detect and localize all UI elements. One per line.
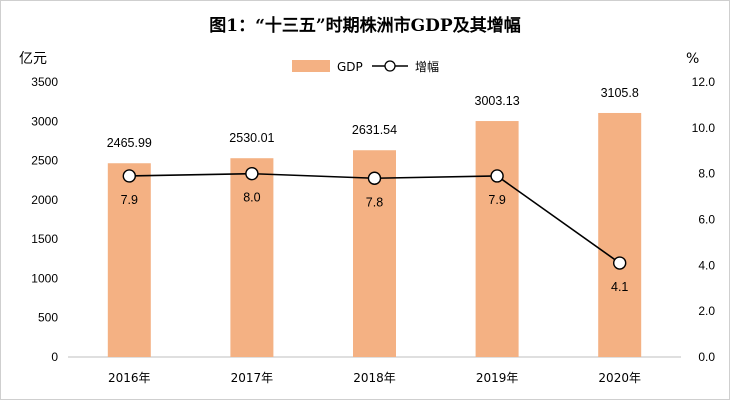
left-tick-label: 2500	[31, 154, 58, 168]
right-tick-label: 12.0	[692, 75, 716, 89]
line-labels: 7.9 8.0 7.8 7.9 4.1	[121, 191, 629, 294]
growth-value-label: 7.9	[488, 193, 505, 207]
growth-value-label: 8.0	[243, 191, 260, 205]
left-tick-label: 0	[51, 350, 58, 364]
x-tick-label: 2017年	[231, 371, 274, 385]
legend-label-growth: 增幅	[415, 59, 439, 74]
bar-series	[107, 112, 642, 357]
line-series	[122, 166, 627, 270]
right-tick-label: 10.0	[692, 121, 716, 135]
right-tick-label: 6.0	[698, 213, 715, 227]
x-axis: 2016年 2017年 2018年 2019年 2020年	[108, 371, 641, 385]
growth-value-label: 7.8	[366, 195, 383, 209]
left-tick-label: 500	[38, 311, 58, 325]
gdp-bar	[598, 112, 642, 357]
left-tick-label: 1500	[31, 232, 58, 246]
growth-point	[613, 256, 627, 270]
right-tick-label: 4.0	[698, 258, 715, 272]
legend: GDP 增幅	[292, 59, 439, 74]
x-tick-label: 2018年	[353, 371, 396, 385]
growth-point	[367, 171, 382, 185]
gdp-bar	[230, 158, 274, 357]
gdp-value-label: 2530.01	[229, 131, 274, 145]
left-tick-label: 1000	[31, 271, 58, 285]
legend-label-gdp: GDP	[337, 60, 363, 74]
left-axis-unit: 亿元	[19, 51, 47, 67]
x-tick-label: 2016年	[108, 371, 151, 385]
bar-labels: 2465.99 2530.01 2631.54 3003.13 3105.8	[107, 86, 639, 150]
legend-swatch-gdp	[292, 60, 330, 72]
growth-point	[245, 166, 259, 181]
right-tick-label: 0.0	[698, 350, 715, 364]
left-tick-label: 3000	[31, 114, 58, 128]
gdp-value-label: 2465.99	[107, 136, 152, 150]
growth-point	[122, 169, 137, 183]
right-tick-label: 8.0	[698, 167, 715, 181]
x-tick-label: 2020年	[598, 371, 641, 385]
right-axis-unit: %	[686, 51, 699, 67]
gdp-value-label: 2631.54	[352, 123, 397, 137]
legend-marker-growth	[384, 60, 396, 72]
gdp-bar	[475, 121, 519, 357]
growth-value-label: 7.9	[121, 193, 138, 207]
left-axis: 0 500 1000 1500 2000 2500 3000 3500	[31, 75, 58, 364]
right-tick-label: 2.0	[698, 304, 715, 318]
x-tick-label: 2019年	[476, 371, 519, 385]
gdp-bar	[107, 163, 151, 357]
gdp-value-label: 3003.13	[475, 94, 520, 108]
left-tick-label: 3500	[31, 75, 58, 89]
growth-value-label: 4.1	[611, 280, 628, 294]
growth-point	[490, 169, 504, 183]
gdp-value-label: 3105.8	[601, 86, 639, 100]
right-axis: 0.0 2.0 4.0 6.0 8.0 10.0 12.0	[692, 75, 716, 364]
chart-title: 图1：“十三五”时期株洲市GDP及其增幅	[209, 15, 520, 36]
left-tick-label: 2000	[31, 193, 58, 207]
